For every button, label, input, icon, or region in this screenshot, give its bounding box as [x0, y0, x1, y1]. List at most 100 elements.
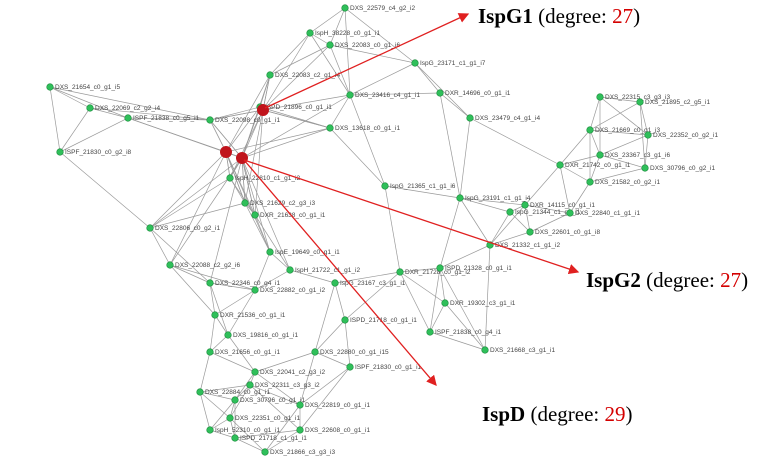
edge — [214, 289, 256, 316]
node-label: DXR_21536_c0_g1_i1 — [220, 312, 286, 319]
node — [311, 348, 319, 356]
node — [251, 286, 259, 294]
edge — [149, 177, 231, 229]
node-label: DXS_23367_c3_g1_i6 — [605, 152, 670, 159]
edge — [329, 44, 351, 96]
node-label: ISPD_21718_c0_g1_i1 — [350, 317, 417, 324]
node — [206, 116, 214, 124]
node-label: ISPD_21718_c1_g1_i1 — [240, 435, 307, 442]
edge — [439, 197, 461, 269]
node — [226, 414, 234, 422]
edge — [399, 267, 441, 273]
node-label: DXR_14696_c0_g1_i1 — [445, 90, 511, 97]
arrows — [243, 13, 580, 386]
node — [326, 124, 334, 132]
edge — [169, 151, 227, 266]
node-label: DXS_21332_c1_g1_i2 — [495, 242, 560, 249]
node-label: DXR_21742_c0_g1_i1 — [565, 162, 631, 169]
hub-nodes — [220, 104, 269, 164]
edge — [524, 164, 561, 206]
node-label: DXS_22608_c0_g1_i1 — [305, 427, 370, 434]
nodes: DXS_22579_c4_g2_i2 IspH_38228_c0_g1_i1 DXS… — [46, 4, 718, 456]
node — [436, 264, 444, 272]
node — [251, 368, 259, 376]
node — [241, 199, 249, 207]
edge — [262, 32, 311, 111]
edge — [209, 106, 261, 121]
node — [526, 228, 534, 236]
node — [306, 29, 314, 37]
node-label: DXS_21629_c2_g3_i3 — [250, 200, 315, 207]
edge — [559, 164, 591, 183]
node — [86, 104, 94, 112]
edge — [209, 334, 229, 353]
edge — [459, 117, 471, 199]
edge — [314, 282, 336, 353]
edge — [254, 251, 271, 291]
node-label: DXS_30796_c0_g2_i1 — [650, 165, 715, 172]
edge — [589, 129, 649, 136]
node — [596, 151, 604, 159]
node-label: DXS_22098_c0_g1_i1 — [215, 117, 280, 124]
node — [231, 396, 239, 404]
node — [586, 126, 594, 134]
node — [246, 381, 254, 389]
callout-degree: 27 — [612, 4, 633, 28]
edge — [249, 384, 301, 406]
node-label: IspH_22810_c1_g1_i2 — [235, 175, 300, 182]
callout-name: IspD — [482, 402, 525, 426]
edge — [225, 106, 261, 153]
node — [556, 161, 564, 169]
node-label: DXS_30796_c0_g1_i1 — [240, 397, 305, 404]
edge — [429, 302, 446, 333]
callout: IspG2 (degree: 27) — [586, 268, 748, 292]
node — [396, 268, 404, 276]
node-label: ISPF_21838_c0_g5_i1 — [133, 115, 200, 122]
node — [261, 448, 269, 456]
edge — [399, 271, 431, 333]
edge — [169, 264, 256, 291]
edge — [439, 92, 471, 119]
node-label: DXR_21728_c0_g1_i2 — [405, 269, 471, 276]
edge — [589, 96, 601, 131]
edge — [234, 437, 266, 453]
edge — [169, 264, 216, 316]
callout-prefix: (degree: — [530, 402, 604, 426]
edge — [444, 302, 486, 351]
node-label: DXS_21582_c0_g2_i1 — [595, 179, 660, 186]
edge — [262, 109, 331, 129]
node — [124, 114, 132, 122]
node-label: DXS_22579_c4_g2_i2 — [350, 5, 415, 12]
edge — [49, 86, 129, 119]
callout: IspD (degree: 29) — [482, 402, 633, 426]
edge — [289, 269, 336, 284]
node — [224, 331, 232, 339]
edge — [589, 167, 646, 183]
edge — [259, 106, 331, 129]
node-label: DXS_22806_c0_g2_i1 — [155, 225, 220, 232]
node — [326, 41, 334, 49]
node-label: DXS_21656_c0_g1_i1 — [215, 349, 280, 356]
node-label: IspG_23191_c1_g1_i4 — [465, 195, 531, 202]
edge — [524, 204, 531, 233]
edge — [209, 157, 243, 284]
edge — [344, 7, 416, 64]
edge — [599, 134, 649, 156]
callout-degree: 27 — [720, 268, 741, 292]
node — [644, 131, 652, 139]
node — [206, 279, 214, 287]
edge — [264, 429, 301, 453]
edge — [309, 32, 351, 96]
node — [466, 114, 474, 122]
edge — [59, 117, 129, 153]
edge — [329, 44, 416, 64]
edge — [59, 107, 91, 153]
edge — [299, 366, 351, 431]
node-label: DXS_22311_c3_g3_i2 — [255, 382, 320, 389]
node — [211, 311, 219, 319]
edge — [334, 282, 346, 321]
node-label: DXS_22882_c0_g1_i2 — [260, 287, 325, 294]
node — [636, 98, 644, 106]
edge — [89, 107, 211, 121]
node — [341, 316, 349, 324]
